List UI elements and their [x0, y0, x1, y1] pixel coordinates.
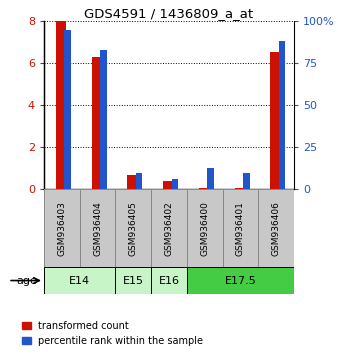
Bar [223, 189, 258, 267]
Bar [258, 189, 294, 267]
Bar [115, 267, 151, 294]
Title: GDS4591 / 1436809_a_at: GDS4591 / 1436809_a_at [84, 7, 254, 20]
Text: GSM936404: GSM936404 [93, 201, 102, 256]
Bar [92, 57, 102, 189]
Bar [172, 179, 178, 189]
Bar [127, 175, 137, 189]
Bar [56, 21, 66, 189]
Bar [270, 52, 280, 189]
Bar [100, 50, 107, 189]
Text: E14: E14 [69, 275, 90, 286]
Bar [44, 267, 115, 294]
Bar [136, 172, 142, 189]
Bar [65, 30, 71, 189]
Bar [115, 189, 151, 267]
Text: GSM936400: GSM936400 [200, 201, 209, 256]
Bar [80, 189, 115, 267]
Bar [44, 189, 80, 267]
Text: age: age [16, 275, 37, 286]
Bar [151, 267, 187, 294]
Bar [208, 167, 214, 189]
Text: E16: E16 [159, 275, 179, 286]
Text: GSM936405: GSM936405 [129, 201, 138, 256]
Bar [199, 188, 209, 189]
Text: GSM936406: GSM936406 [272, 201, 281, 256]
Legend: transformed count, percentile rank within the sample: transformed count, percentile rank withi… [22, 321, 203, 346]
Text: E17.5: E17.5 [224, 275, 256, 286]
Bar [163, 181, 173, 189]
Bar [243, 172, 249, 189]
Bar [279, 41, 285, 189]
Text: GSM936402: GSM936402 [165, 201, 173, 256]
Bar [151, 189, 187, 267]
Text: GSM936401: GSM936401 [236, 201, 245, 256]
Bar [187, 267, 294, 294]
Bar [187, 189, 223, 267]
Text: GSM936403: GSM936403 [57, 201, 66, 256]
Text: E15: E15 [123, 275, 144, 286]
Bar [235, 188, 245, 189]
